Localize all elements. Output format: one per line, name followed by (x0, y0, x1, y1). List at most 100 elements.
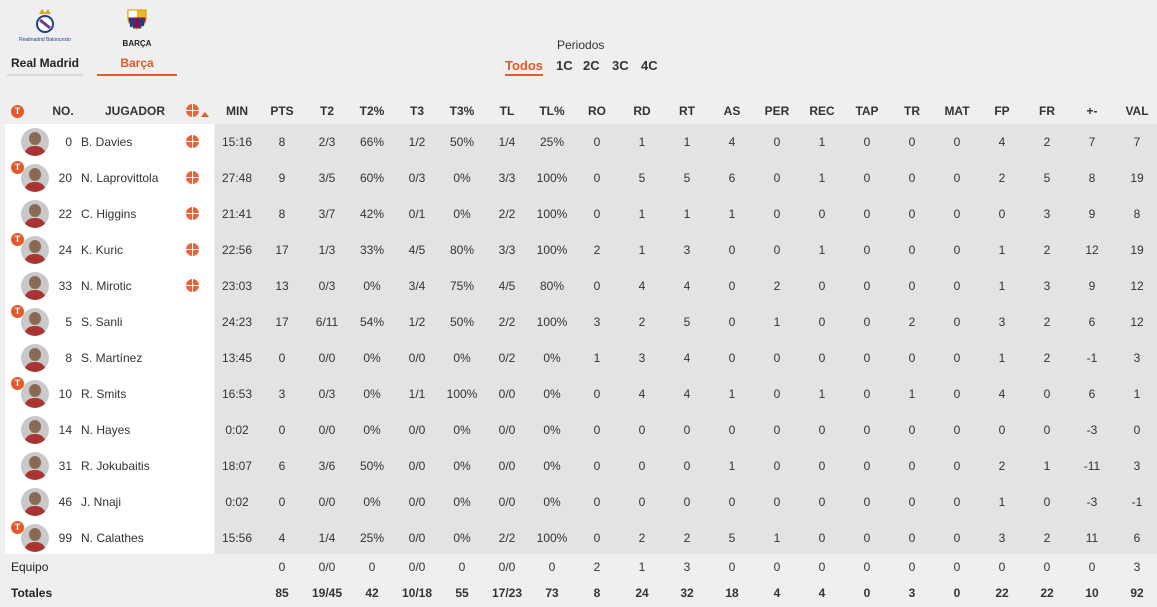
player-number: 46 (58, 495, 72, 509)
period-3c[interactable]: 3C (612, 58, 629, 73)
period-2c[interactable]: 2C (583, 58, 600, 73)
stat-cell: 0/0 (318, 423, 336, 437)
col-header[interactable]: +- (1086, 104, 1098, 118)
player-row[interactable]: T 10 R. Smits 16:53 3 0/3 0% 1/1 100% 0/0 0% 0 4 4 1 0 1… (0, 376, 1157, 412)
starter-badge-icon: T (11, 305, 24, 318)
player-name[interactable]: J. Nnaji (81, 495, 122, 509)
stat-cell: 0 (818, 459, 826, 473)
player-avatar (21, 452, 49, 480)
col-header[interactable]: TAP (855, 104, 879, 118)
stat-cell: 0% (543, 459, 561, 473)
ball-sort-icon[interactable] (186, 104, 209, 120)
stat-cell: 4 (278, 531, 286, 545)
player-row[interactable]: 33 N. Mirotic 23:03 13 0/3 0% 3/4 75% 4/5 80% 0 4 4 0… (0, 268, 1157, 304)
col-header[interactable]: TL% (539, 104, 565, 118)
stat-cell: 1 (818, 387, 826, 401)
period-todos[interactable]: Todos (505, 58, 544, 76)
stat-cell: 0/1 (408, 207, 426, 221)
basketball-icon (186, 207, 199, 220)
team-tab-barca[interactable]: BARÇA Barça (97, 8, 177, 76)
player-name[interactable]: R. Smits (81, 387, 127, 401)
player-name[interactable]: N. Hayes (81, 423, 131, 437)
player-row[interactable]: 0 B. Davies 15:16 8 2/3 66% 1/2 50% 1/4 25% 0 1 1 4 0 1… (0, 124, 1157, 160)
player-row[interactable]: T 99 N. Calathes 15:56 4 1/4 25% 0/0 0% 2/2 100% 0 2… (0, 520, 1157, 556)
period-1c[interactable]: 1C (556, 58, 573, 73)
stat-cell: 0 (953, 459, 961, 473)
col-header[interactable]: RT (679, 104, 695, 118)
player-name[interactable]: N. Calathes (81, 531, 144, 545)
col-header[interactable]: RD (633, 104, 651, 118)
stat-cell: 0/0 (408, 495, 426, 509)
starter-filter-icon[interactable]: T (11, 105, 24, 118)
col-header[interactable]: RO (588, 104, 606, 118)
stat-cell: 2 (683, 531, 691, 545)
player-row[interactable]: 8 S. Martínez 13:45 0 0/0 0% 0/0 0% 0/2 0% 1 3 4 0 0 0 0… (0, 340, 1157, 376)
col-header[interactable]: FP (994, 104, 1010, 118)
stat-cell: 0 (863, 495, 871, 509)
col-header[interactable]: T2 (319, 104, 334, 118)
col-header-no[interactable]: NO. (52, 104, 74, 118)
player-name[interactable]: R. Jokubaitis (81, 459, 150, 473)
team-stat-cell: 2 (593, 560, 601, 574)
team-stat-cell: 0 (548, 560, 556, 574)
team-stat-cell: 0 (818, 560, 826, 574)
stat-cell: 17 (275, 243, 289, 257)
stat-cell: 0 (728, 495, 736, 509)
stat-cell: 6/11 (315, 315, 339, 329)
team-stat-cell: 0 (368, 560, 376, 574)
col-header[interactable]: MIN (226, 104, 248, 118)
player-name[interactable]: N. Mirotic (81, 279, 132, 293)
stat-cell: 60% (359, 171, 385, 185)
player-name[interactable]: K. Kuric (81, 243, 124, 257)
stat-cell: 6 (1088, 315, 1096, 329)
player-name[interactable]: N. Laprovittola (81, 171, 159, 185)
col-header[interactable]: T3% (449, 104, 475, 118)
stat-cell: 4 (683, 351, 691, 365)
player-row[interactable]: T 20 N. Laprovittola 27:48 9 3/5 60% 0/3 0% 3/3 10… (0, 160, 1157, 196)
team-row-label: Equipo (11, 560, 49, 574)
col-header-jugador[interactable]: JUGADOR (104, 104, 165, 118)
stat-cell: 0 (953, 351, 961, 365)
col-header[interactable]: VAL (1125, 104, 1149, 118)
stat-cell: 1 (638, 243, 646, 257)
player-name[interactable]: B. Davies (81, 135, 133, 149)
stat-cell: 18:07 (221, 459, 253, 473)
player-avatar (21, 272, 49, 300)
player-row[interactable]: T 24 K. Kuric 22:56 17 1/3 33% 4/5 80% 3/3 100% 2 1 3… (0, 232, 1157, 268)
player-row[interactable]: 14 N. Hayes 0:02 0 0/0 0% 0/0 0% 0/0 0% 0 0 0 0 0 0 0 0 0 0… (0, 412, 1157, 448)
tab-underline-active (97, 74, 177, 76)
col-header[interactable]: AS (723, 104, 741, 118)
col-header[interactable]: PER (764, 104, 790, 118)
player-number: 24 (58, 243, 72, 257)
col-header[interactable]: FR (1039, 104, 1055, 118)
col-header[interactable]: MAT (944, 104, 970, 118)
stat-cell: 0% (543, 423, 561, 437)
total-stat-cell: 19/45 (311, 586, 343, 600)
stat-cell: 0% (363, 495, 381, 509)
player-name[interactable]: S. Sanli (81, 315, 123, 329)
stat-cell: -1 (1086, 351, 1098, 365)
col-header[interactable]: TL (499, 104, 515, 118)
player-row[interactable]: T 5 S. Sanli 24:23 17 6/11 54% 1/2 50% 2/2 100% 3 2 5… (0, 304, 1157, 340)
period-4c[interactable]: 4C (641, 58, 658, 73)
col-header[interactable]: T2% (359, 104, 385, 118)
stat-cell: 100% (536, 207, 568, 221)
player-row[interactable]: 22 C. Higgins 21:41 8 3/7 42% 0/1 0% 2/2 100% 0 1 1 1… (0, 196, 1157, 232)
stat-cell: 0 (953, 387, 961, 401)
stat-cell: 0 (773, 171, 781, 185)
stat-cell: 15:56 (221, 531, 253, 545)
col-header[interactable]: REC (809, 104, 835, 118)
player-row[interactable]: 31 R. Jokubaitis 18:07 6 3/6 50% 0/0 0% 0/0 0% 0 0 0… (0, 448, 1157, 484)
player-row[interactable]: 46 J. Nnaji 0:02 0 0/0 0% 0/0 0% 0/0 0% 0 0 0 0 0 0 0 0 0 1… (0, 484, 1157, 520)
col-header[interactable]: PTS (270, 104, 294, 118)
col-header[interactable]: TR (904, 104, 920, 118)
stat-cell: 4 (683, 387, 691, 401)
stat-cell: 0 (638, 423, 646, 437)
col-header[interactable]: T3 (409, 104, 424, 118)
player-name[interactable]: S. Martínez (81, 351, 143, 365)
team-tab-real-madrid[interactable]: Realmadrid Baloncesto Real Madrid (5, 8, 85, 76)
stat-cell: 1 (728, 459, 736, 473)
stat-cell: 2 (1043, 243, 1051, 257)
player-name[interactable]: C. Higgins (81, 207, 137, 221)
basketball-icon (186, 243, 199, 256)
